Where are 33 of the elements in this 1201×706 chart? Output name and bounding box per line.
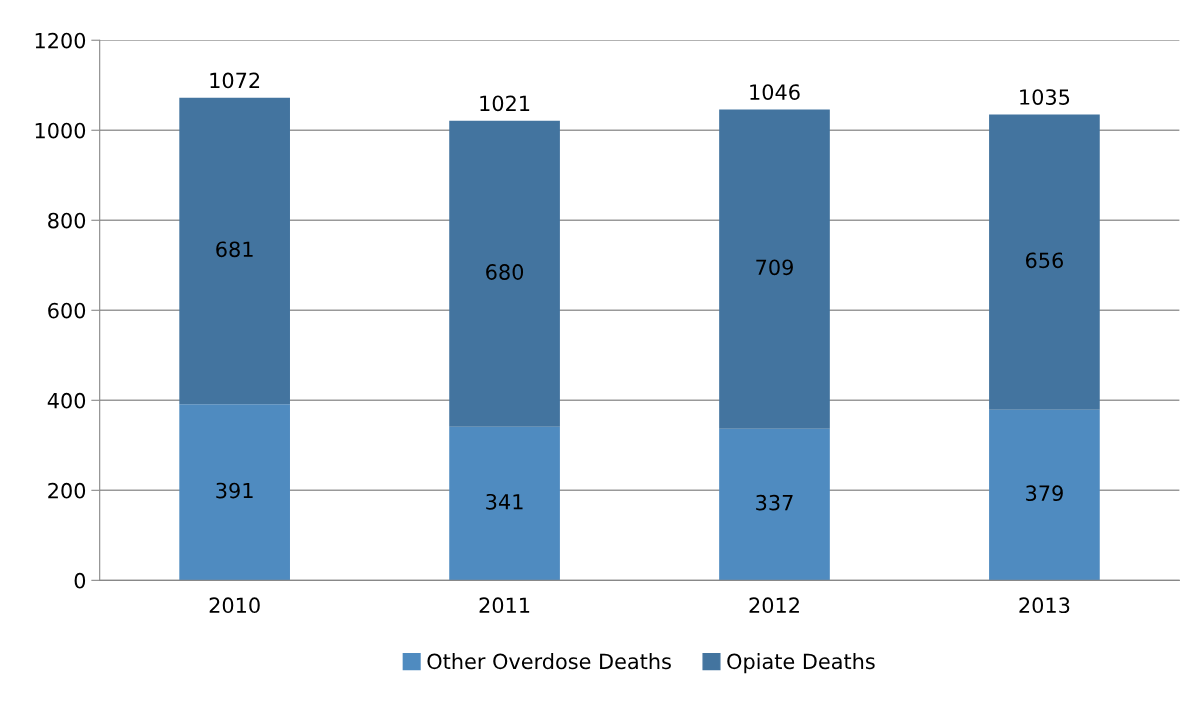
data-label: 709 [756,259,793,276]
y-tick-label: 600 [48,302,86,319]
data-label: 681 [216,241,253,258]
bar [719,109,830,429]
bar [449,120,560,427]
data-label: 337 [756,494,793,511]
bar [179,97,290,405]
data-label: 379 [1026,485,1063,502]
data-label: 656 [1025,252,1063,269]
total-label: 1046 [750,84,800,100]
total-label: 1021 [480,95,530,112]
y-tick-label: 800 [48,212,86,229]
data-label: 680 [486,264,524,280]
x-tick-label: 2012 [749,597,799,614]
bar [449,426,560,581]
data-label: 341 [486,493,523,510]
y-tick-label: 1000 [35,122,86,139]
bar [719,428,830,581]
bar [179,404,290,581]
bar [989,409,1100,581]
y-tick-label: 1200 [35,32,86,49]
legend-label: Other Overdose Deaths [427,653,671,670]
bar [989,114,1100,410]
y-tick-label: 200 [48,482,86,499]
legend-label: Opiate Deaths [727,653,875,674]
total-label: 1072 [210,72,260,89]
y-tick-label: 400 [47,392,86,409]
total-label: 1035 [1020,89,1070,105]
y-tick-label: 0 [74,572,86,589]
data-label: 391 [216,482,253,499]
x-tick-label: 2011 [479,597,530,614]
x-tick-label: 2010 [209,597,260,614]
x-tick-label: 2013 [1019,597,1070,614]
